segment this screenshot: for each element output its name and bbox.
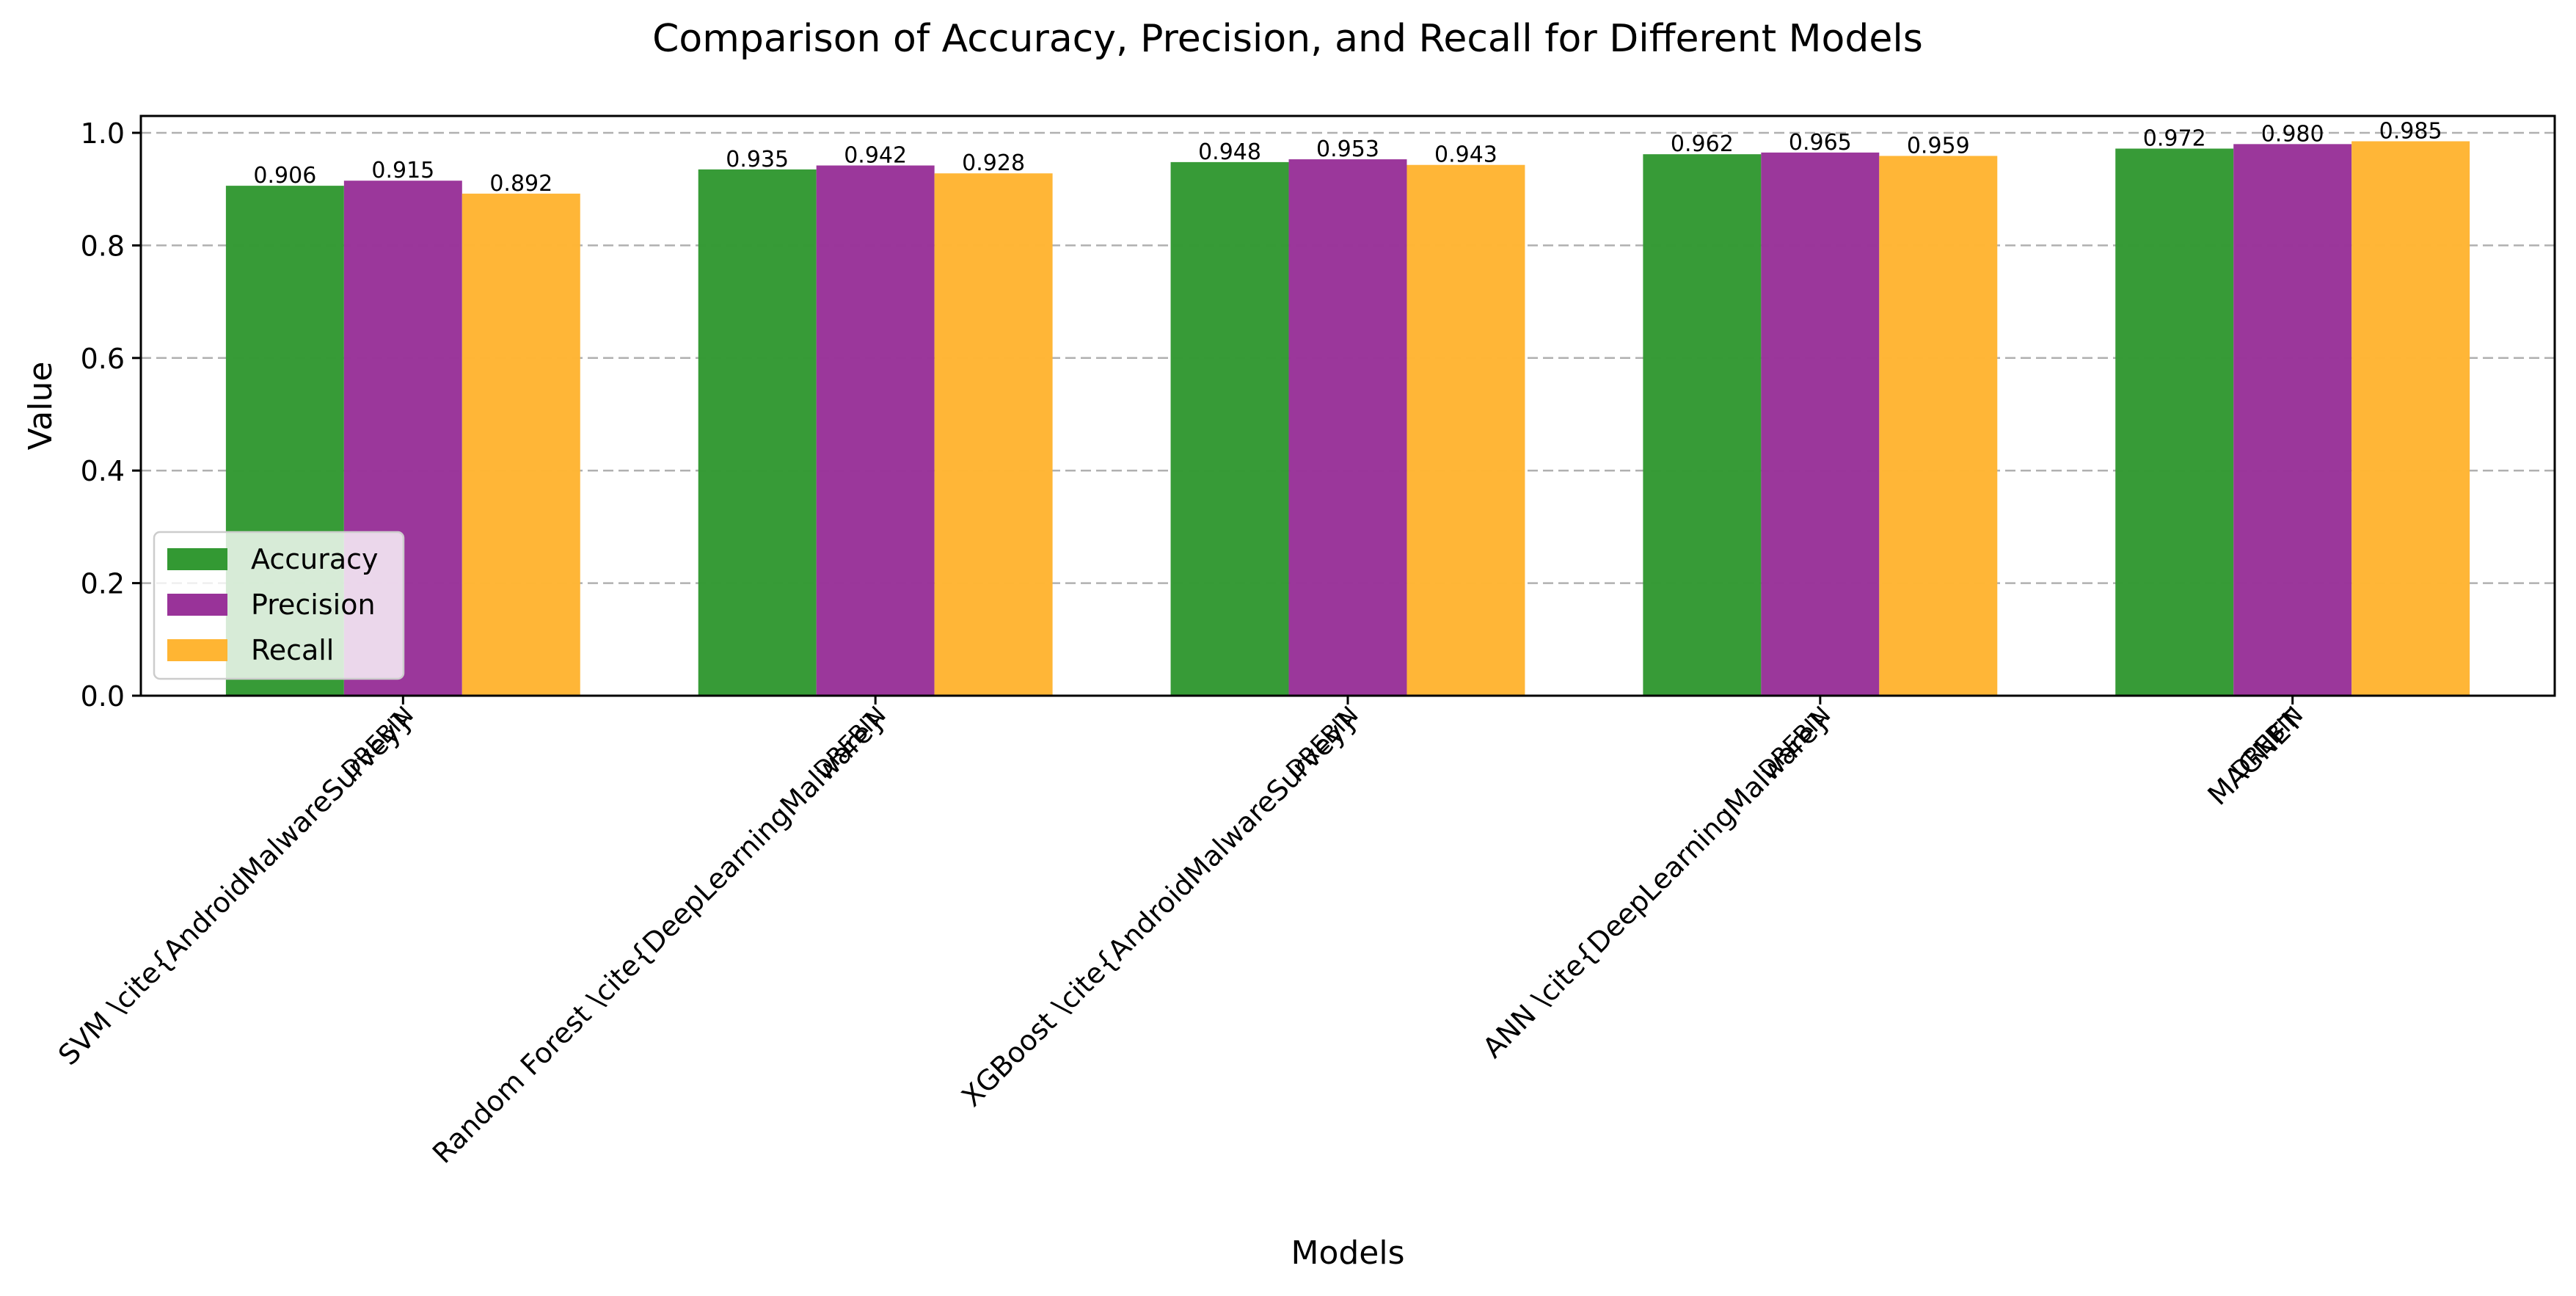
- bar-value-label: 0.928: [962, 150, 1025, 176]
- bar-value-label: 0.892: [489, 171, 552, 197]
- bar-accuracy: [1170, 161, 1289, 696]
- y-tick-label: 0.6: [81, 343, 125, 375]
- y-tick-label: 0.2: [81, 568, 125, 600]
- bar-recall: [934, 173, 1053, 696]
- bar-value-label: 0.943: [1434, 142, 1497, 168]
- x-tick-sublabel: DREBIN: [1753, 701, 1836, 784]
- x-axis-label: Models: [1291, 1234, 1404, 1272]
- bar-precision: [816, 165, 935, 696]
- bar-value-label: 0.953: [1316, 136, 1379, 162]
- bar-accuracy: [1643, 154, 1762, 696]
- bar-recall: [2351, 141, 2470, 696]
- bar-value-label: 0.915: [371, 158, 434, 183]
- bar-value-label: 0.959: [1907, 133, 1970, 159]
- bar-recall: [461, 193, 580, 696]
- x-tick-sublabel: DREBIN: [336, 701, 419, 784]
- legend-swatch-precision: [167, 594, 227, 616]
- y-tick-label: 0.4: [81, 455, 125, 487]
- legend: Accuracy Precision Recall: [153, 531, 405, 680]
- bar-accuracy: [698, 169, 817, 696]
- bar-precision: [1288, 159, 1407, 696]
- bar-value-label: 0.972: [2143, 125, 2206, 151]
- x-tick-sublabel: DREBIN: [808, 701, 891, 784]
- y-axis-label: Value: [22, 362, 59, 451]
- bar-value-label: 0.962: [1671, 131, 1734, 157]
- bar-precision: [2233, 144, 2352, 696]
- bar-recall: [1406, 164, 1525, 696]
- x-tick-sublabel: DREBIN: [2225, 701, 2308, 784]
- legend-label-accuracy: Accuracy: [251, 543, 379, 575]
- y-tick-label: 0.0: [81, 680, 125, 713]
- bar-value-label: 0.942: [844, 142, 907, 168]
- bar-value-label: 0.965: [1789, 130, 1852, 156]
- legend-swatch-recall: [167, 639, 227, 661]
- y-tick-label: 0.8: [81, 230, 125, 262]
- bar-value-label: 0.985: [2379, 119, 2442, 145]
- chart-title: Comparison of Accuracy, Precision, and R…: [652, 17, 1923, 61]
- bar-value-label: 0.980: [2261, 121, 2324, 147]
- x-tick-sublabel: DREBIN: [1280, 701, 1363, 784]
- bar-value-label: 0.906: [253, 163, 316, 189]
- bar-precision: [1761, 152, 1880, 696]
- legend-swatch-accuracy: [167, 548, 227, 570]
- x-axis: SVM \cite{AndroidMalwareSurvey}DREBIN Ran…: [52, 696, 2310, 1170]
- bar-recall: [1879, 156, 1998, 696]
- bar-accuracy: [2115, 148, 2234, 696]
- bar-value-label: 0.948: [1198, 139, 1261, 165]
- bars: [225, 141, 2470, 696]
- y-tick-label: 1.0: [81, 117, 125, 150]
- value-labels: 0.906 0.935 0.948 0.962 0.972 0.915 0.942 0.953…: [253, 119, 2442, 197]
- legend-label-precision: Precision: [251, 589, 376, 621]
- y-axis: 0.0 0.2 0.4 0.6 0.8 1.0: [81, 117, 141, 713]
- bar-value-label: 0.935: [726, 147, 789, 172]
- legend-label-recall: Recall: [251, 634, 334, 666]
